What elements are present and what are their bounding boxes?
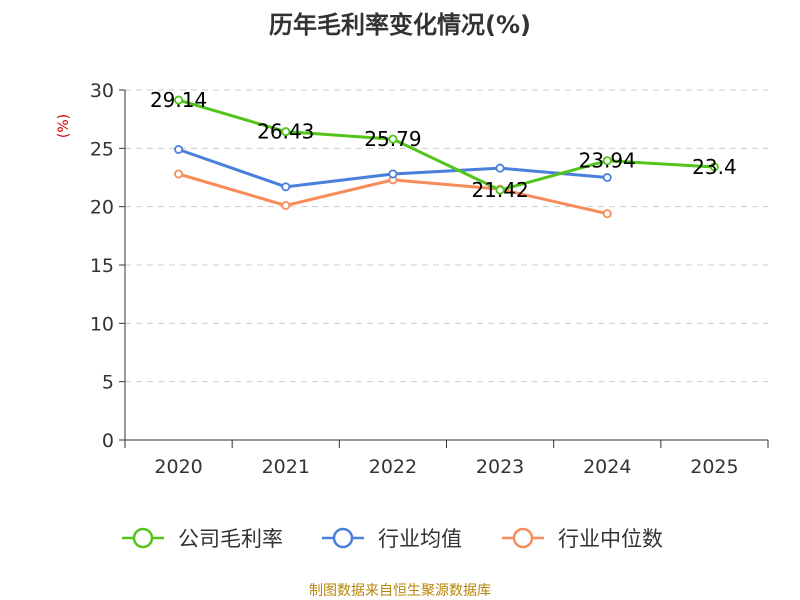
data-point[interactable] (495, 163, 505, 173)
data-label: 23.94 (579, 149, 636, 173)
series-line (178, 98, 715, 192)
x-tick-label: 2023 (476, 456, 524, 478)
data-label: 26.43 (257, 120, 314, 144)
legend-marker (332, 527, 354, 549)
data-label: 21.42 (471, 178, 528, 202)
source-note: 制图数据来自恒生聚源数据库 (309, 583, 491, 599)
y-tick-label: 5 (102, 372, 114, 394)
y-tick-label: 10 (90, 313, 114, 335)
x-tick-label: 2025 (690, 456, 738, 478)
x-tick-label: 2022 (369, 456, 417, 478)
legend-label: 公司毛利率 (178, 527, 283, 551)
data-label: 25.79 (364, 127, 421, 151)
legend-item-2[interactable]: 行业中位数 (502, 527, 663, 551)
data-label: 29.14 (150, 88, 207, 112)
y-tick-label: 0 (102, 430, 114, 452)
legend-item-1[interactable]: 行业均值 (322, 527, 462, 551)
data-point[interactable] (388, 134, 398, 144)
data-point[interactable] (388, 169, 398, 179)
data-point[interactable] (709, 162, 719, 172)
y-tick-label: 30 (90, 80, 114, 102)
y-tick-label: 15 (90, 255, 114, 277)
data-point[interactable] (281, 182, 291, 192)
data-point[interactable] (495, 185, 505, 195)
data-point[interactable] (174, 95, 184, 105)
data-point[interactable] (174, 144, 184, 154)
data-point[interactable] (602, 172, 612, 182)
grid (125, 89, 768, 383)
legend-label: 行业均值 (378, 527, 462, 551)
series-1 (174, 144, 612, 192)
data-point[interactable] (602, 209, 612, 219)
data-point[interactable] (174, 169, 184, 179)
x-tick-label: 2020 (154, 456, 202, 478)
legend-label: 行业中位数 (558, 527, 663, 551)
legend-item-0[interactable]: 公司毛利率 (122, 527, 283, 551)
data-point[interactable] (281, 200, 291, 210)
chart-title: 历年毛利率变化情况(%) (269, 11, 531, 39)
y-axis-label: (%) (56, 114, 72, 138)
series-group (174, 95, 719, 219)
data-point[interactable] (281, 127, 291, 137)
legend[interactable]: 公司毛利率 行业均值 行业中位数 (122, 527, 663, 551)
y-tick-label: 20 (90, 197, 114, 219)
data-label: 23.4 (692, 155, 737, 179)
x-tick-label: 2024 (583, 456, 631, 478)
data-point[interactable] (602, 156, 612, 166)
legend-marker (132, 527, 154, 549)
data-labels: 29.14 26.43 25.79 21.42 23.94 23.4 (150, 88, 737, 202)
y-tick-label: 25 (90, 138, 114, 160)
series-0 (174, 95, 719, 195)
legend-marker (512, 527, 534, 549)
x-tick-label: 2021 (262, 456, 310, 478)
